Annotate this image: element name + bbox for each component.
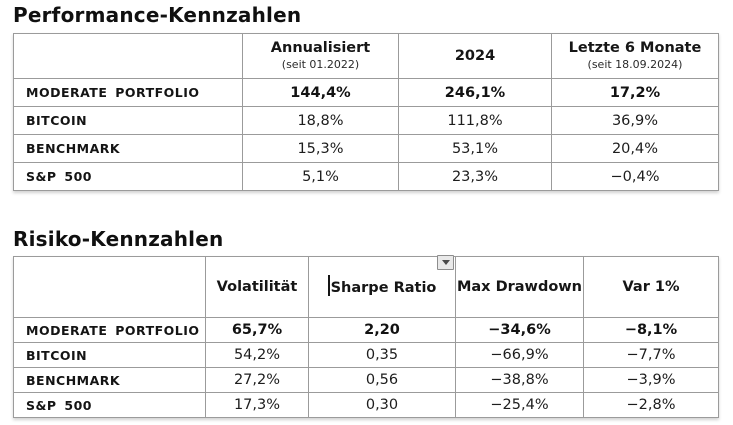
cell-value: 27,2%	[205, 367, 309, 393]
performance-header-2024: 2024	[398, 33, 552, 79]
column-header-label: Annualisiert	[270, 40, 371, 57]
cell-value: −38,8%	[455, 367, 584, 393]
performance-header-row: Annualisiert (seit 01.2022) 2024 Letzte …	[13, 33, 719, 79]
cell-value: 5,1%	[242, 162, 399, 191]
cell-value: 23,3%	[398, 162, 552, 191]
cell-value: −3,9%	[583, 367, 719, 393]
cell-value: −0,4%	[551, 162, 719, 191]
cell-value: 53,1%	[398, 134, 552, 163]
column-header-label: 2024	[454, 47, 496, 64]
cell-value: 144,4%	[242, 78, 399, 107]
cell-value: −66,9%	[455, 342, 584, 368]
cell-value: 17,2%	[551, 78, 719, 107]
row-label: BENCHMARK	[13, 134, 243, 163]
cell-value: 17,3%	[205, 392, 309, 418]
cell-value: 246,1%	[398, 78, 552, 107]
table-row-sp500: S&P 500 5,1% 23,3% −0,4%	[13, 162, 719, 191]
column-header-subtitle: (seit 18.09.2024)	[587, 58, 683, 72]
table-row-benchmark: BENCHMARK 27,2% 0,56 −38,8% −3,9%	[13, 367, 719, 393]
risk-table: Volatilität Sharpe Ratio Max Drawdown Va…	[13, 255, 719, 418]
risk-header-row: Volatilität Sharpe Ratio Max Drawdown Va…	[13, 255, 719, 318]
performance-table-header: Annualisiert (seit 01.2022) 2024 Letzte …	[13, 33, 719, 79]
cell-value: 0,30	[308, 392, 456, 418]
risk-table-header: Volatilität Sharpe Ratio Max Drawdown Va…	[13, 255, 719, 318]
cell-value: 18,8%	[242, 106, 399, 135]
cell-value: −34,6%	[455, 317, 584, 343]
row-label: S&P 500	[13, 162, 243, 191]
risk-header-empty	[13, 256, 206, 318]
cell-value: −2,8%	[583, 392, 719, 418]
row-label: BITCOIN	[13, 106, 243, 135]
cell-value: 36,9%	[551, 106, 719, 135]
column-header-label: Max Drawdown	[456, 278, 583, 295]
cell-value: 15,3%	[242, 134, 399, 163]
column-header-label: Sharpe Ratio	[330, 279, 437, 296]
cell-value: 0,56	[308, 367, 456, 393]
performance-table: Annualisiert (seit 01.2022) 2024 Letzte …	[13, 33, 719, 191]
risk-header-var-1pct: Var 1%	[583, 256, 719, 318]
row-label: MODERATE PORTFOLIO	[13, 78, 243, 107]
performance-header-annualized: Annualisiert (seit 01.2022)	[242, 33, 399, 79]
filter-dropdown-button[interactable]	[437, 255, 454, 270]
performance-header-empty	[13, 33, 243, 79]
table-row-bitcoin: BITCOIN 54,2% 0,35 −66,9% −7,7%	[13, 342, 719, 368]
risk-header-max-drawdown: Max Drawdown	[455, 256, 584, 318]
row-label: BITCOIN	[13, 342, 206, 368]
column-header-label: Volatilität	[216, 278, 298, 295]
row-label: BENCHMARK	[13, 367, 206, 393]
cell-value: 54,2%	[205, 342, 309, 368]
cell-value: 65,7%	[205, 317, 309, 343]
risk-header-volatility: Volatilität	[205, 256, 309, 318]
column-header-subtitle: (seit 01.2022)	[281, 58, 360, 72]
cell-value: −25,4%	[455, 392, 584, 418]
text-cursor	[327, 275, 330, 297]
table-row-moderate-portfolio: MODERATE PORTFOLIO 144,4% 246,1% 17,2%	[13, 78, 719, 107]
column-header-label: Var 1%	[622, 278, 680, 295]
table-row-benchmark: BENCHMARK 15,3% 53,1% 20,4%	[13, 134, 719, 163]
column-header-label: Letzte 6 Monate	[568, 40, 702, 57]
cell-value: 2,20	[308, 317, 456, 343]
caret-down-icon	[441, 260, 450, 265]
performance-section-title: Performance-Kennzahlen	[13, 3, 302, 27]
risk-section-title: Risiko-Kennzahlen	[13, 227, 224, 251]
cell-value: 0,35	[308, 342, 456, 368]
table-row-moderate-portfolio: MODERATE PORTFOLIO 65,7% 2,20 −34,6% −8,…	[13, 317, 719, 343]
cell-value: 20,4%	[551, 134, 719, 163]
cell-value: 111,8%	[398, 106, 552, 135]
performance-header-last-6-months: Letzte 6 Monate (seit 18.09.2024)	[551, 33, 719, 79]
row-label: S&P 500	[13, 392, 206, 418]
row-label: MODERATE PORTFOLIO	[13, 317, 206, 343]
cell-value: −7,7%	[583, 342, 719, 368]
table-row-sp500: S&P 500 17,3% 0,30 −25,4% −2,8%	[13, 392, 719, 418]
risk-header-sharpe-ratio: Sharpe Ratio	[308, 255, 456, 318]
cell-value: −8,1%	[583, 317, 719, 343]
table-row-bitcoin: BITCOIN 18,8% 111,8% 36,9%	[13, 106, 719, 135]
